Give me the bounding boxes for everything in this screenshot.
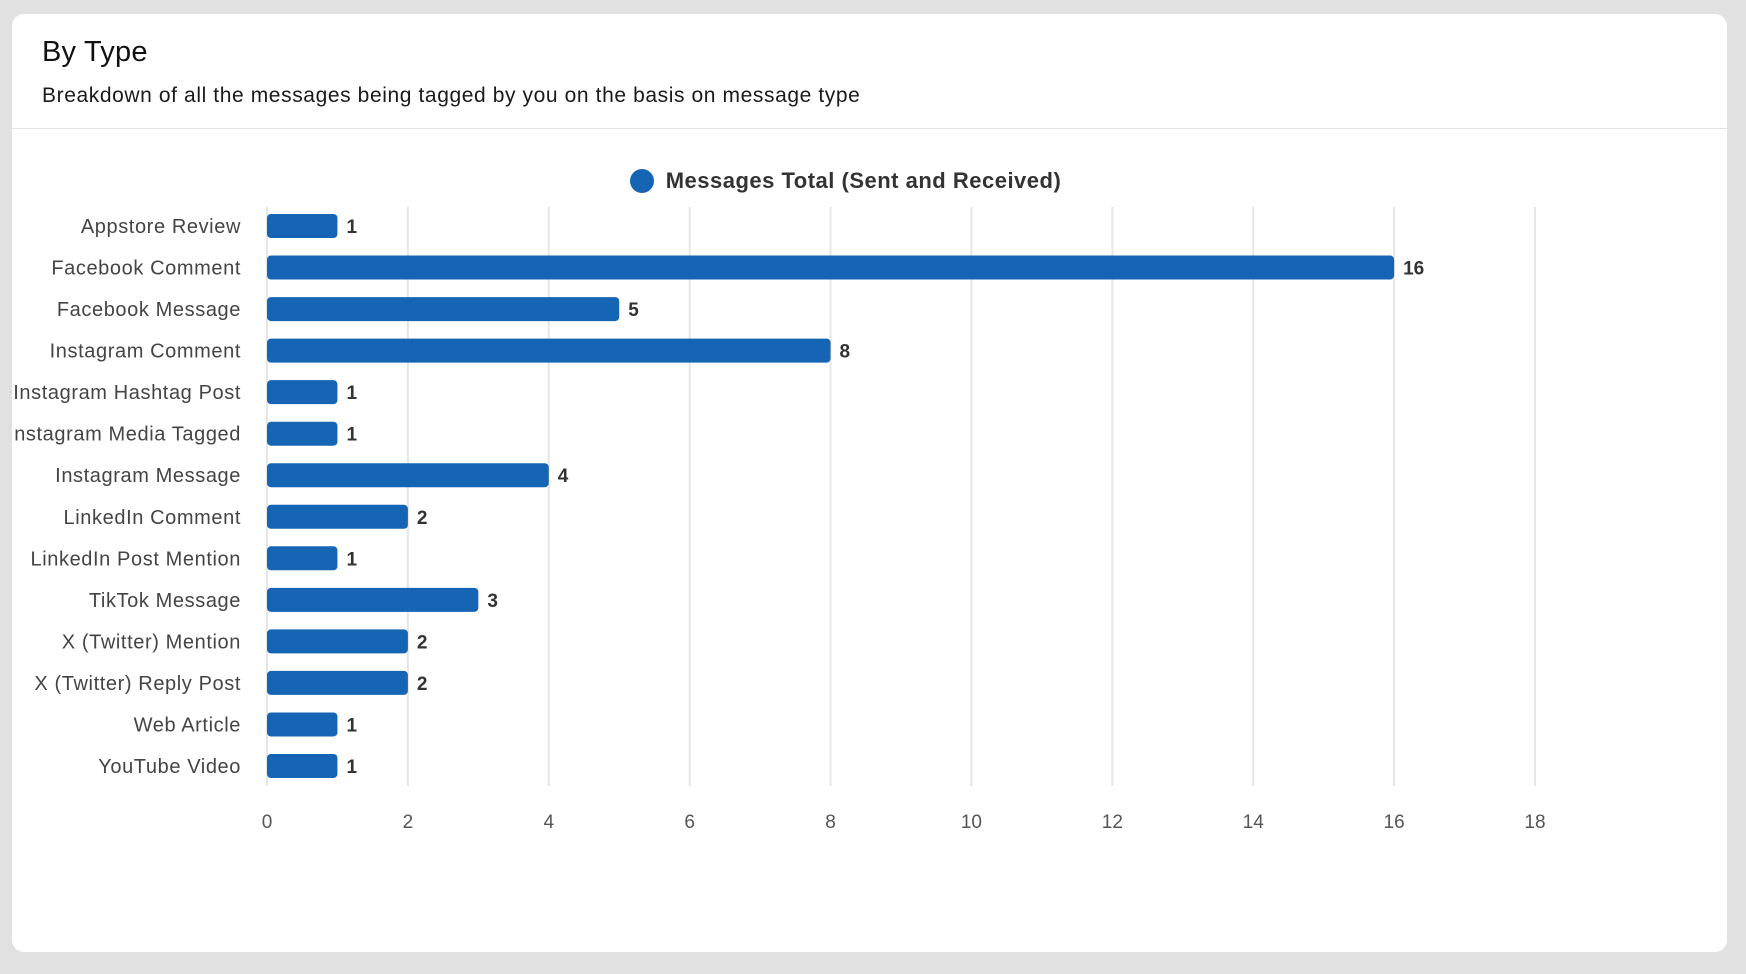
bar-value-label: 1 [346, 217, 357, 238]
x-tick-label: 2 [403, 812, 414, 833]
bar-value-label: 1 [346, 383, 357, 404]
bar-value-label: 1 [346, 549, 357, 570]
x-tick-label: 4 [543, 812, 554, 833]
bar[interactable] [267, 421, 338, 446]
category-label: LinkedIn Comment [64, 507, 241, 529]
x-tick-label: 10 [961, 812, 982, 833]
category-label: Facebook Message [57, 299, 241, 321]
category-label: Instagram Comment [50, 341, 241, 363]
bar-value-label: 1 [346, 425, 357, 446]
category-label: X (Twitter) Reply Post [34, 673, 241, 695]
bar[interactable] [267, 712, 338, 737]
category-label: Appstore Review [81, 216, 241, 238]
category-label: Instagram Message [55, 465, 241, 487]
chart-legend[interactable]: Messages Total (Sent and Received) [12, 166, 1703, 196]
gridlines [266, 207, 1536, 786]
bar[interactable] [267, 463, 549, 488]
bar-value-label: 2 [417, 632, 428, 653]
bar-value-label: 2 [417, 508, 428, 529]
category-label: X (Twitter) Mention [62, 631, 241, 653]
bar[interactable] [267, 546, 338, 571]
legend-label: Messages Total (Sent and Received) [665, 168, 1062, 193]
x-tick-label: 0 [262, 812, 273, 833]
bar-chart: Appstore Review Facebook Comment Facebook … [12, 207, 1546, 833]
bar-value-label: 16 [1403, 259, 1424, 280]
category-label: Instagram Hashtag Post [13, 382, 241, 404]
category-labels: Appstore Review Facebook Comment Facebook … [12, 216, 241, 778]
card-title: By Type [42, 36, 148, 68]
x-tick-label: 18 [1524, 812, 1545, 833]
x-tick-label: 8 [825, 812, 836, 833]
category-label: Facebook Comment [51, 258, 241, 280]
x-tick-label: 12 [1102, 812, 1123, 833]
by-type-card: By Type Breakdown of all the messages be… [12, 14, 1727, 952]
category-label: TikTok Message [89, 590, 241, 612]
legend-marker-icon [629, 169, 654, 193]
x-axis-tick-labels: 0 2 4 6 8 10 12 14 16 18 [262, 812, 1546, 833]
bar-value-label: 8 [840, 342, 851, 363]
bar-value-label: 5 [628, 300, 639, 321]
card-header: By Type Breakdown of all the messages be… [12, 14, 1727, 129]
bar-value-label: 2 [417, 674, 428, 695]
bar[interactable] [267, 255, 1395, 280]
category-label: LinkedIn Post Mention [30, 548, 241, 570]
bar[interactable] [267, 629, 408, 654]
bars [267, 214, 1395, 778]
bar[interactable] [267, 380, 338, 405]
bar-value-label: 4 [558, 466, 569, 487]
category-label: Instagram Media Tagged [12, 424, 241, 446]
bar[interactable] [267, 214, 338, 238]
bar-value-label: 1 [346, 757, 357, 778]
bar[interactable] [267, 297, 620, 322]
bar[interactable] [267, 670, 408, 695]
card-subtitle: Breakdown of all the messages being tagg… [42, 84, 861, 107]
category-label: YouTube Video [98, 756, 241, 778]
bar-value-label: 3 [487, 591, 498, 612]
bar[interactable] [267, 587, 479, 612]
x-tick-label: 6 [684, 812, 695, 833]
bar[interactable] [267, 338, 831, 363]
x-tick-label: 16 [1384, 812, 1405, 833]
bar[interactable] [267, 504, 408, 529]
x-tick-label: 14 [1243, 812, 1265, 833]
category-label: Web Article [134, 714, 241, 736]
bar[interactable] [267, 754, 338, 778]
bar-value-label: 1 [346, 715, 357, 736]
